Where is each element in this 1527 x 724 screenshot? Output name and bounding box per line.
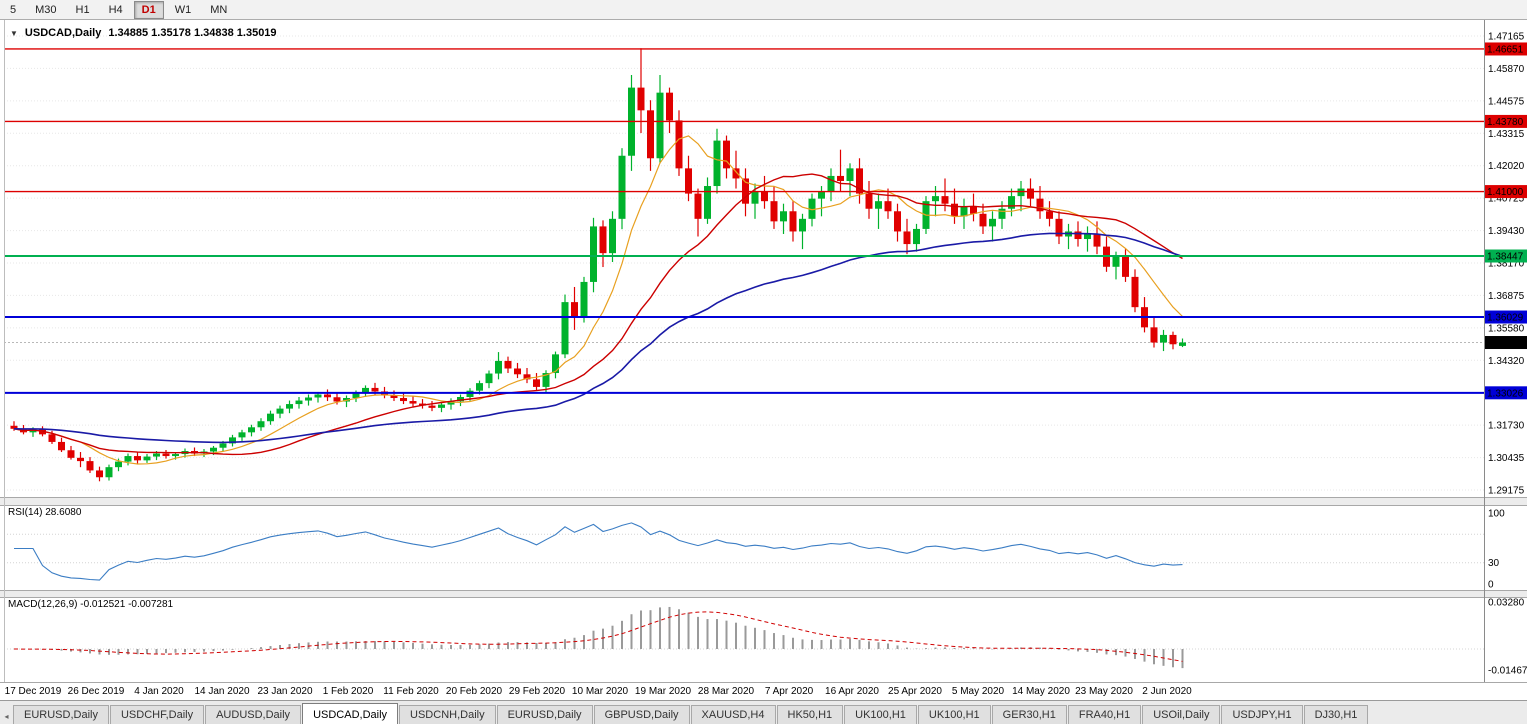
svg-text:11 Feb 2020: 11 Feb 2020 bbox=[383, 686, 439, 697]
timeframe-button-d1[interactable]: D1 bbox=[133, 0, 164, 19]
chart-tab-eurusd-daily[interactable]: EURUSD,Daily bbox=[496, 705, 593, 724]
svg-text:1.40725: 1.40725 bbox=[1488, 194, 1525, 205]
tab-scroll-left-button[interactable]: ◂ bbox=[4, 711, 9, 721]
rsi-axis-labels: 100 30 0 bbox=[1488, 509, 1505, 591]
svg-text:30: 30 bbox=[1488, 558, 1500, 569]
price-axis-labels: 1.47165 1.45870 1.44575 1.43315 1.42020 1.407… bbox=[1488, 32, 1525, 497]
svg-text:14 Jan 2020: 14 Jan 2020 bbox=[194, 686, 249, 697]
svg-text:1 Feb 2020: 1 Feb 2020 bbox=[323, 686, 374, 697]
chart-tab-dj30-h1[interactable]: DJ30,H1 bbox=[1303, 705, 1369, 724]
chart-tab-uk100-h1[interactable]: UK100,H1 bbox=[917, 705, 991, 724]
svg-text:23 Jan 2020: 23 Jan 2020 bbox=[257, 686, 312, 697]
chart-tab-gbpusd-daily[interactable]: GBPUSD,Daily bbox=[593, 705, 690, 724]
pane-borders bbox=[0, 20, 1527, 683]
rsi-level-lines bbox=[4, 533, 1484, 564]
macd-histogram bbox=[22, 606, 1184, 669]
macd-axis-labels: 0.03280 -0.01467 bbox=[1488, 598, 1527, 677]
ma-mid-line bbox=[13, 173, 1183, 456]
svg-text:16 Apr 2020: 16 Apr 2020 bbox=[825, 686, 879, 697]
svg-text:17 Dec 2019: 17 Dec 2019 bbox=[5, 686, 62, 697]
chart-tab-uk100-h1[interactable]: UK100,H1 bbox=[844, 705, 917, 724]
svg-text:1.33026: 1.33026 bbox=[1487, 388, 1524, 399]
svg-text:26 Dec 2019: 26 Dec 2019 bbox=[68, 686, 125, 697]
timeframe-button-h4[interactable]: H4 bbox=[108, 3, 123, 16]
chart-tab-usdjpy-h1[interactable]: USDJPY,H1 bbox=[1221, 705, 1303, 724]
svg-text:1.42020: 1.42020 bbox=[1488, 161, 1525, 172]
svg-text:28 Mar 2020: 28 Mar 2020 bbox=[698, 686, 755, 697]
macd-signal-line bbox=[13, 611, 1183, 662]
svg-text:1.31730: 1.31730 bbox=[1488, 421, 1525, 432]
svg-text:2 Jun 2020: 2 Jun 2020 bbox=[1142, 686, 1192, 697]
ohlc-values: 1.34885 1.35178 1.34838 1.35019 bbox=[108, 27, 277, 39]
svg-text:0: 0 bbox=[1488, 580, 1494, 591]
chart-tab-usdcnh-daily[interactable]: USDCNH,Daily bbox=[399, 705, 496, 724]
svg-text:1.43315: 1.43315 bbox=[1488, 129, 1525, 140]
svg-text:0.03280: 0.03280 bbox=[1488, 598, 1525, 609]
timeframe-button-5[interactable]: 5 bbox=[10, 3, 17, 16]
svg-text:1.46651: 1.46651 bbox=[1487, 44, 1524, 55]
chart-symbol-header: ▼ USDCAD,Daily 1.34885 1.35178 1.34838 1… bbox=[10, 27, 277, 39]
svg-text:1.41000: 1.41000 bbox=[1487, 187, 1524, 198]
svg-text:1.45870: 1.45870 bbox=[1488, 64, 1525, 75]
svg-text:19 Mar 2020: 19 Mar 2020 bbox=[635, 686, 692, 697]
chart-tab-audusd-daily[interactable]: AUDUSD,Daily bbox=[205, 705, 302, 724]
svg-text:29 Feb 2020: 29 Feb 2020 bbox=[509, 686, 566, 697]
svg-text:4 Jan 2020: 4 Jan 2020 bbox=[134, 686, 184, 697]
chart-tab-hk50-h1[interactable]: HK50,H1 bbox=[776, 705, 844, 724]
symbol-label: USDCAD,Daily bbox=[24, 27, 102, 39]
rsi-indicator-label: RSI(14) 28.6080 bbox=[8, 507, 82, 518]
svg-text:1.35019: 1.35019 bbox=[1487, 338, 1524, 349]
date-axis-labels: 17 Dec 2019 26 Dec 2019 4 Jan 2020 14 Jan 2… bbox=[5, 686, 1193, 697]
ma-fast-line bbox=[13, 135, 1183, 465]
svg-text:1.44575: 1.44575 bbox=[1488, 96, 1525, 107]
svg-text:100: 100 bbox=[1488, 509, 1505, 520]
timeframe-button-mn[interactable]: MN bbox=[210, 3, 228, 16]
svg-text:1.47165: 1.47165 bbox=[1488, 32, 1525, 43]
hline-price-labels: 1.46651 1.43780 1.41000 1.38447 1.36029 1.330… bbox=[1485, 42, 1527, 400]
svg-text:1.36029: 1.36029 bbox=[1487, 313, 1524, 324]
symbol-dropdown-arrow-icon[interactable]: ▼ bbox=[10, 28, 18, 38]
svg-text:1.36875: 1.36875 bbox=[1488, 291, 1525, 302]
chart-tab-usoil-daily[interactable]: USOil,Daily bbox=[1142, 705, 1221, 724]
chart-tab-xauusd-h4[interactable]: XAUUSD,H4 bbox=[690, 705, 776, 724]
chart-tab-usdchf-daily[interactable]: USDCHF,Daily bbox=[109, 705, 205, 724]
chart-tab-usdcad-daily[interactable]: USDCAD,Daily bbox=[302, 703, 399, 724]
chart-tab-eurusd-daily[interactable]: EURUSD,Daily bbox=[13, 705, 109, 724]
timeframe-button-w1[interactable]: W1 bbox=[174, 3, 192, 16]
svg-text:-0.01467: -0.01467 bbox=[1488, 666, 1527, 677]
svg-text:5 May 2020: 5 May 2020 bbox=[952, 686, 1005, 697]
svg-text:1.30435: 1.30435 bbox=[1488, 453, 1525, 464]
chart-tab-fra40-h1[interactable]: FRA40,H1 bbox=[1067, 705, 1142, 724]
current-price-label: 1.35019 bbox=[1485, 336, 1527, 350]
svg-text:7 Apr 2020: 7 Apr 2020 bbox=[765, 686, 814, 697]
svg-text:14 May 2020: 14 May 2020 bbox=[1012, 686, 1070, 697]
svg-text:20 Feb 2020: 20 Feb 2020 bbox=[446, 686, 503, 697]
macd-indicator-label: MACD(12,26,9) -0.012521 -0.007281 bbox=[8, 599, 174, 610]
timeframe-button-h1[interactable]: H1 bbox=[75, 3, 90, 16]
timeframe-button-m30[interactable]: M30 bbox=[35, 3, 57, 16]
svg-text:1.35580: 1.35580 bbox=[1488, 323, 1525, 334]
rsi-line bbox=[14, 522, 1183, 581]
chart-tab-bar: ◂ EURUSD,Daily USDCHF,Daily AUDUSD,Daily US… bbox=[0, 700, 1527, 724]
svg-text:1.38447: 1.38447 bbox=[1487, 252, 1524, 263]
svg-text:23 May 2020: 23 May 2020 bbox=[1075, 686, 1133, 697]
svg-text:1.39430: 1.39430 bbox=[1488, 226, 1525, 237]
svg-text:1.29175: 1.29175 bbox=[1488, 486, 1525, 497]
candles-layer bbox=[10, 48, 1186, 482]
price-gridlines bbox=[4, 35, 1484, 491]
horizontal-lines bbox=[4, 48, 1484, 394]
chart-tab-ger30-h1[interactable]: GER30,H1 bbox=[991, 705, 1067, 724]
chart-tabs: EURUSD,Daily USDCHF,Daily AUDUSD,Daily USDC… bbox=[13, 701, 1369, 724]
svg-text:10 Mar 2020: 10 Mar 2020 bbox=[572, 686, 629, 697]
ma-slow-line bbox=[13, 232, 1183, 444]
svg-text:1.38170: 1.38170 bbox=[1488, 259, 1525, 270]
svg-text:25 Apr 2020: 25 Apr 2020 bbox=[888, 686, 942, 697]
svg-text:1.34320: 1.34320 bbox=[1488, 356, 1525, 367]
chart-canvas[interactable]: 1.47165 1.45870 1.44575 1.43315 1.42020 1.407… bbox=[0, 0, 1527, 700]
svg-text:1.43780: 1.43780 bbox=[1487, 117, 1524, 128]
timeframe-toolbar: 5 M30 H1 H4 D1 W1 MN bbox=[0, 0, 1527, 20]
